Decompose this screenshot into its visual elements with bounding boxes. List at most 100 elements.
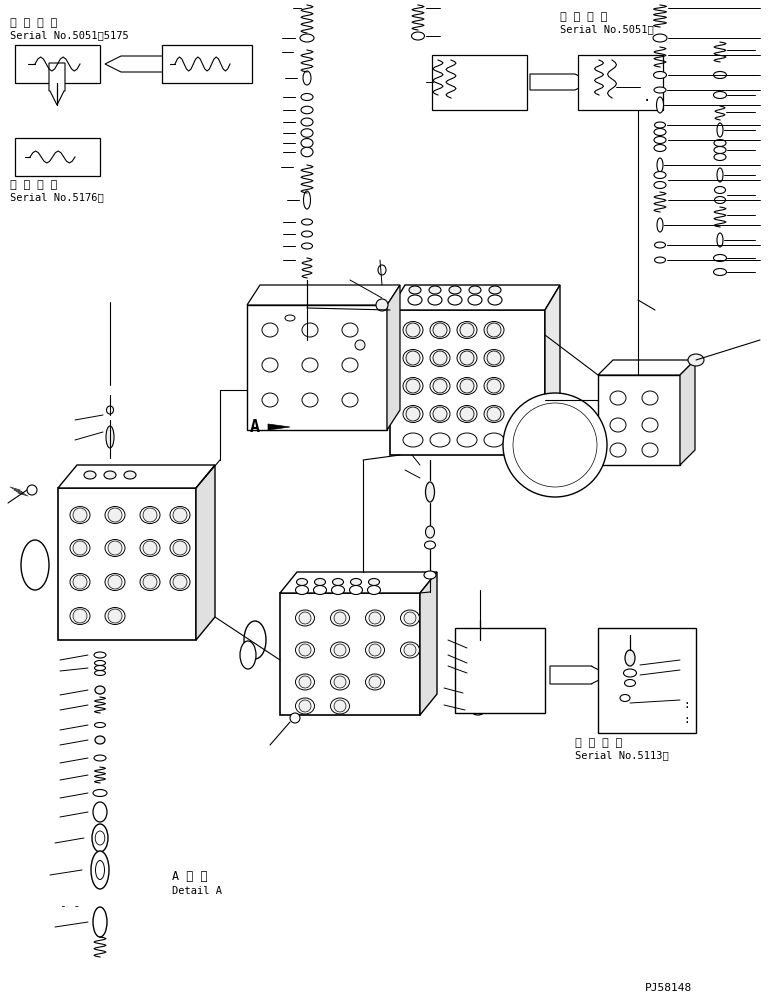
Text: Serial No.5176～: Serial No.5176～ xyxy=(10,192,104,202)
Ellipse shape xyxy=(314,585,326,594)
Ellipse shape xyxy=(484,406,504,422)
Text: Serial No.5051～: Serial No.5051～ xyxy=(560,24,654,34)
Ellipse shape xyxy=(21,540,49,590)
Polygon shape xyxy=(247,285,400,305)
Text: Serial No.5051～5175: Serial No.5051～5175 xyxy=(10,30,129,40)
Circle shape xyxy=(108,541,122,555)
Bar xyxy=(578,55,663,110)
Ellipse shape xyxy=(301,231,312,237)
Ellipse shape xyxy=(430,406,450,422)
Ellipse shape xyxy=(349,585,362,594)
Ellipse shape xyxy=(297,578,308,585)
Ellipse shape xyxy=(295,698,315,714)
Ellipse shape xyxy=(654,128,666,135)
Ellipse shape xyxy=(93,907,107,937)
Ellipse shape xyxy=(170,506,190,524)
Text: :: : xyxy=(683,700,690,710)
Circle shape xyxy=(173,541,187,555)
Ellipse shape xyxy=(610,418,626,432)
Circle shape xyxy=(433,407,447,421)
Circle shape xyxy=(369,644,381,656)
Ellipse shape xyxy=(94,652,106,658)
Ellipse shape xyxy=(430,433,450,447)
Ellipse shape xyxy=(331,698,349,714)
Circle shape xyxy=(460,323,474,337)
Ellipse shape xyxy=(654,182,666,188)
Ellipse shape xyxy=(302,393,318,407)
Text: 適 用 号 機: 適 用 号 機 xyxy=(10,18,57,28)
Polygon shape xyxy=(530,74,591,90)
Ellipse shape xyxy=(300,34,314,42)
Ellipse shape xyxy=(342,323,358,337)
Ellipse shape xyxy=(625,680,635,686)
Ellipse shape xyxy=(92,824,108,852)
Ellipse shape xyxy=(469,286,481,294)
Ellipse shape xyxy=(484,350,504,366)
Ellipse shape xyxy=(285,315,295,321)
Circle shape xyxy=(334,676,346,688)
Ellipse shape xyxy=(424,571,436,579)
Circle shape xyxy=(73,508,87,522)
Bar xyxy=(390,310,545,455)
Bar xyxy=(58,488,196,640)
Text: .: . xyxy=(643,90,651,104)
Circle shape xyxy=(355,340,365,350)
Ellipse shape xyxy=(474,670,486,676)
Ellipse shape xyxy=(302,323,318,337)
Polygon shape xyxy=(680,360,695,465)
Ellipse shape xyxy=(95,686,105,694)
Circle shape xyxy=(503,393,607,497)
Ellipse shape xyxy=(70,574,90,590)
Ellipse shape xyxy=(409,286,421,294)
Ellipse shape xyxy=(95,666,106,670)
Ellipse shape xyxy=(715,196,726,204)
Ellipse shape xyxy=(403,350,423,366)
Ellipse shape xyxy=(95,670,106,676)
Circle shape xyxy=(173,575,187,589)
Ellipse shape xyxy=(140,574,160,590)
Bar xyxy=(455,628,545,713)
Ellipse shape xyxy=(654,72,666,79)
Circle shape xyxy=(460,351,474,365)
Ellipse shape xyxy=(430,350,450,366)
Ellipse shape xyxy=(240,641,256,669)
Ellipse shape xyxy=(301,94,313,101)
Ellipse shape xyxy=(365,674,385,690)
Ellipse shape xyxy=(642,418,658,432)
Circle shape xyxy=(73,575,87,589)
Ellipse shape xyxy=(301,219,312,225)
Ellipse shape xyxy=(717,168,723,182)
Text: Serial No.5113～: Serial No.5113～ xyxy=(575,750,668,760)
Ellipse shape xyxy=(244,621,266,659)
Ellipse shape xyxy=(290,713,300,723)
Ellipse shape xyxy=(717,123,723,137)
Polygon shape xyxy=(58,465,215,488)
Text: A 詳 細: A 詳 細 xyxy=(172,870,207,883)
Ellipse shape xyxy=(475,640,485,656)
Circle shape xyxy=(334,644,346,656)
Ellipse shape xyxy=(342,358,358,372)
Polygon shape xyxy=(280,572,437,593)
Ellipse shape xyxy=(403,322,423,338)
Ellipse shape xyxy=(713,268,726,275)
Ellipse shape xyxy=(412,32,425,40)
Text: - -: - - xyxy=(60,901,80,911)
Ellipse shape xyxy=(457,350,477,366)
Circle shape xyxy=(299,612,311,624)
Circle shape xyxy=(433,351,447,365)
Ellipse shape xyxy=(457,377,477,394)
Circle shape xyxy=(369,676,381,688)
Ellipse shape xyxy=(369,578,379,585)
Ellipse shape xyxy=(106,406,113,414)
Ellipse shape xyxy=(301,243,312,249)
Ellipse shape xyxy=(489,286,501,294)
Text: PJ58148: PJ58148 xyxy=(645,983,692,993)
Ellipse shape xyxy=(642,443,658,457)
Ellipse shape xyxy=(301,129,313,137)
Ellipse shape xyxy=(457,433,477,447)
Ellipse shape xyxy=(654,144,666,151)
Ellipse shape xyxy=(610,443,626,457)
Bar xyxy=(598,375,680,465)
Ellipse shape xyxy=(426,526,435,538)
Ellipse shape xyxy=(713,254,726,261)
